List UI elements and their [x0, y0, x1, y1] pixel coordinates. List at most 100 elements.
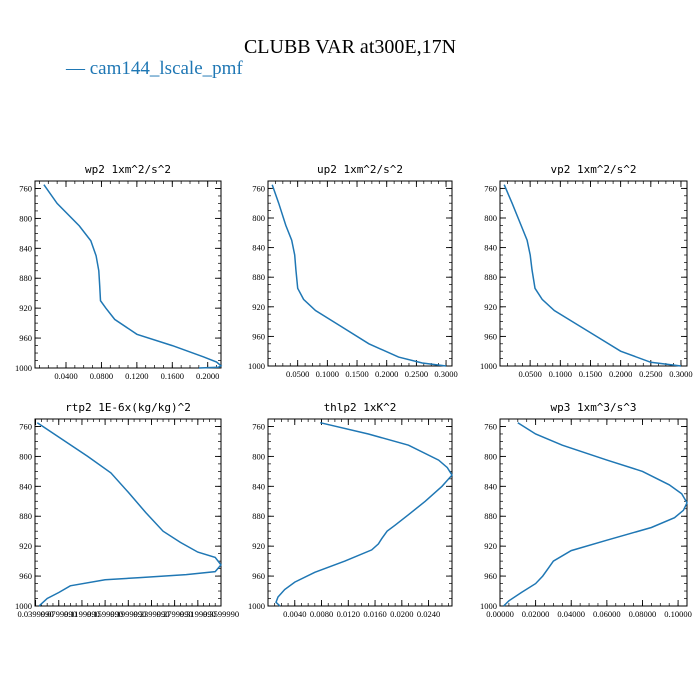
x-tick-label: 0.1500 [345, 369, 368, 379]
y-tick-label: 880 [252, 272, 265, 282]
plot-frame [499, 418, 688, 607]
series-line [43, 184, 223, 369]
y-tick-label: 840 [19, 481, 32, 491]
y-tick-label: 1000 [248, 601, 265, 611]
y-tick-label: 1000 [15, 363, 32, 373]
y-tick-label: 1000 [248, 361, 265, 371]
plot-frame [267, 418, 453, 607]
y-tick-label: 880 [484, 511, 497, 521]
y-tick-label: 920 [484, 302, 497, 312]
series-line [503, 422, 688, 607]
series-line [271, 184, 447, 367]
chart-panel-3: vp2 1xm^2/s^2 0.0500 0.1000 0.1500 0.2000 0.2… [480, 163, 693, 379]
x-tick-label: 0.0240 [417, 609, 440, 619]
y-tick-label: 880 [19, 273, 32, 283]
y-tick-label: 1000 [15, 601, 32, 611]
y-tick-label: 920 [19, 541, 32, 551]
legend-entry: — cam144_lscale_pmf [66, 58, 243, 79]
y-tick-label: 760 [252, 421, 265, 431]
figure-title: CLUBB VAR at300E,17N [243, 36, 457, 58]
x-tick-label: 0.2399990 [133, 609, 169, 619]
y-tick-label: 880 [19, 511, 32, 521]
x-tick-label: 0.2000 [196, 371, 219, 381]
x-tick-label: 0.1600 [161, 371, 184, 381]
series-line [503, 184, 682, 367]
x-tick-label: 0.0800 [90, 371, 113, 381]
x-tick-label: 0.1000 [549, 369, 572, 379]
y-tick-label: 920 [252, 541, 265, 551]
y-tick-label: 800 [252, 451, 265, 461]
panel-title: wp2 1xm^2/s^2 [85, 163, 171, 176]
y-tick-label: 800 [484, 451, 497, 461]
y-tick-label: 960 [252, 331, 265, 341]
x-tick-label: 0.2500 [639, 369, 662, 379]
x-tick-label: 0.0399990 [18, 609, 54, 619]
series-line [36, 422, 222, 607]
chart-panel-5: thlp2 1xK^2 0.0040 0.0080 0.0120 0.0160 0.020… [248, 401, 453, 619]
x-tick-label: 0.2500 [405, 369, 428, 379]
x-tick-label: 0.04000 [557, 609, 585, 619]
x-tick-label: 0.1999990 [110, 609, 146, 619]
x-tick-label: 0.2000 [375, 369, 398, 379]
series-line [275, 421, 453, 607]
y-tick-label: 920 [19, 303, 32, 313]
y-tick-label: 760 [19, 183, 32, 193]
x-tick-label: 0.0200 [390, 609, 413, 619]
y-tick-label: 880 [484, 272, 497, 282]
x-tick-label: 0.0160 [363, 609, 386, 619]
panel-title: wp3 1xm^3/s^3 [550, 401, 636, 414]
panel-title: vp2 1xm^2/s^2 [550, 163, 636, 176]
x-tick-label: 0.02000 [522, 609, 550, 619]
y-tick-label: 960 [19, 571, 32, 581]
y-tick-label: 840 [252, 481, 265, 491]
x-tick-label: 0.00000 [486, 609, 514, 619]
y-tick-label: 960 [19, 333, 32, 343]
y-tick-label: 760 [19, 421, 32, 431]
x-tick-label: 0.0400 [54, 371, 77, 381]
x-tick-label: 0.0799990 [41, 609, 77, 619]
plot-frame [499, 180, 688, 367]
y-tick-label: 800 [19, 451, 32, 461]
x-tick-label: 0.10000 [664, 609, 692, 619]
x-tick-label: 0.3000 [434, 369, 457, 379]
y-tick-label: 760 [484, 421, 497, 431]
panel-title: rtp2 1E-6x(kg/kg)^2 [65, 401, 191, 414]
plot-frame [267, 180, 453, 367]
chart-panel-2: up2 1xm^2/s^2 0.0500 0.1000 0.1500 0.2000 0.2… [248, 163, 458, 379]
y-tick-label: 960 [484, 331, 497, 341]
chart-panel-6: wp3 1xm^3/s^3 0.00000 0.02000 0.04000 0.0600… [480, 401, 692, 619]
x-tick-label: 0.0040 [283, 609, 306, 619]
y-tick-label: 1000 [480, 601, 497, 611]
x-tick-label: 0.3000 [669, 369, 692, 379]
y-tick-label: 760 [484, 183, 497, 193]
chart-panel-1: wp2 1xm^2/s^2 0.0400 0.0800 0.1200 0.1600 0.2… [15, 163, 223, 381]
y-tick-label: 880 [252, 511, 265, 521]
x-tick-label: 0.3599990 [203, 609, 239, 619]
x-tick-label: 0.2799990 [157, 609, 193, 619]
y-tick-label: 920 [252, 302, 265, 312]
x-tick-label: 0.06000 [593, 609, 621, 619]
chart-panel-4: rtp2 1E-6x(kg/kg)^20.03999900.07999900.1… [15, 401, 239, 619]
x-tick-label: 0.0080 [310, 609, 333, 619]
y-tick-label: 840 [19, 243, 32, 253]
x-tick-label: 0.2000 [609, 369, 632, 379]
y-tick-label: 920 [484, 541, 497, 551]
y-tick-label: 1000 [480, 361, 497, 371]
panel-title: thlp2 1xK^2 [324, 401, 397, 414]
y-tick-label: 800 [484, 213, 497, 223]
x-tick-label: 0.0500 [286, 369, 309, 379]
y-tick-label: 840 [484, 481, 497, 491]
x-tick-label: 0.1500 [579, 369, 602, 379]
y-tick-label: 760 [252, 183, 265, 193]
x-tick-label: 0.1599990 [87, 609, 123, 619]
x-tick-label: 0.1199990 [64, 609, 100, 619]
x-tick-label: 0.0120 [337, 609, 360, 619]
x-tick-label: 0.3199990 [180, 609, 216, 619]
y-tick-label: 840 [252, 243, 265, 253]
y-tick-label: 960 [252, 571, 265, 581]
y-tick-label: 840 [484, 243, 497, 253]
y-tick-label: 960 [484, 571, 497, 581]
panel-title: up2 1xm^2/s^2 [317, 163, 403, 176]
